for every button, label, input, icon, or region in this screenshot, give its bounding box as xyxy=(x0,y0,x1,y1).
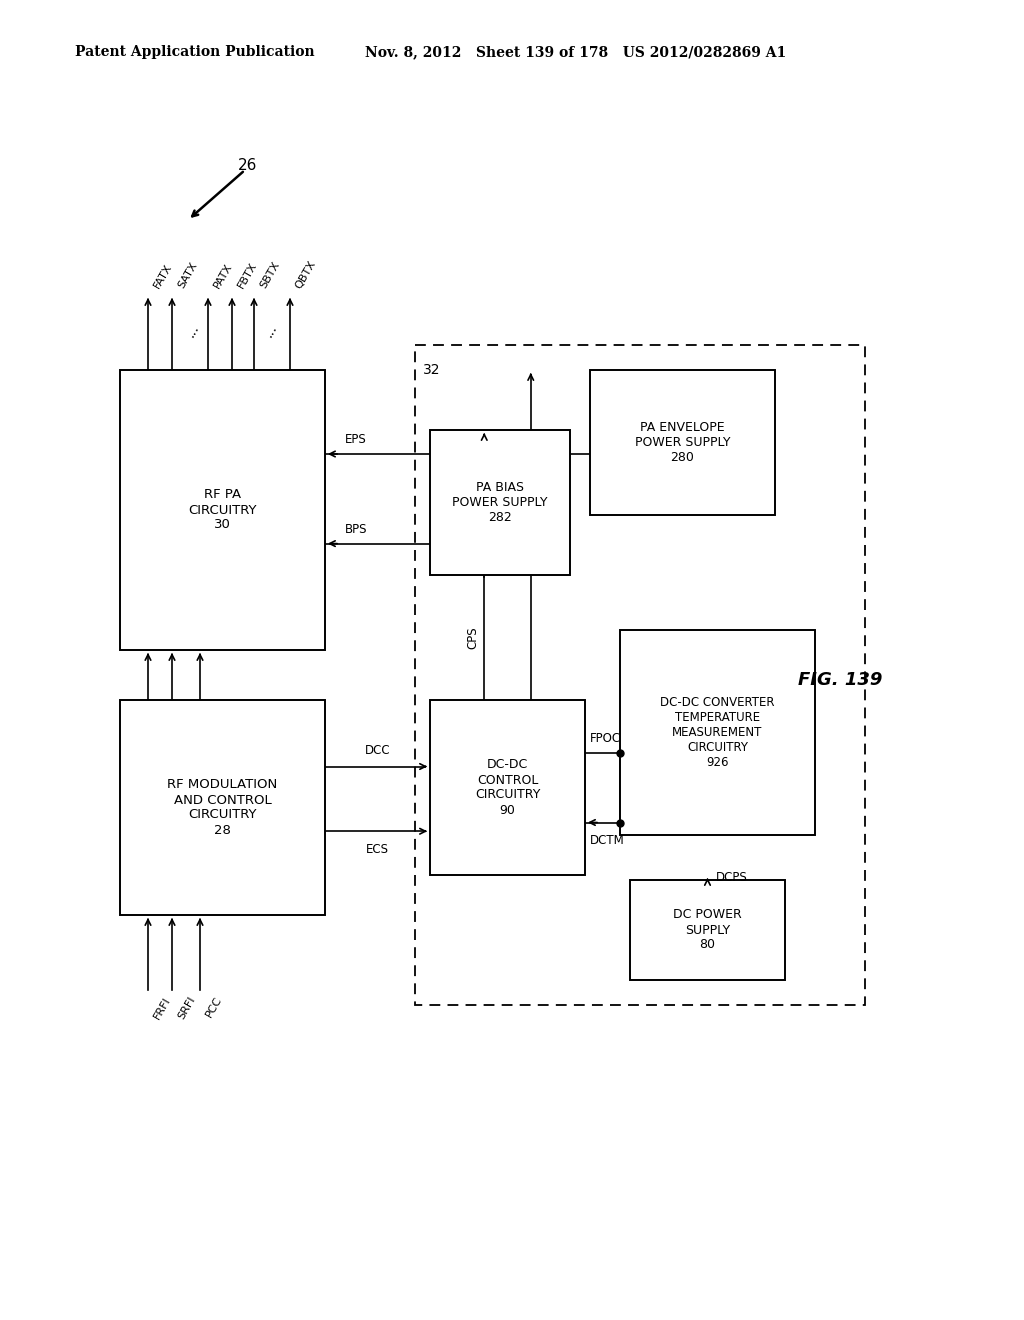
Bar xyxy=(590,370,775,515)
Text: FIG. 139: FIG. 139 xyxy=(798,671,883,689)
Text: RF PA
CIRCUITRY
30: RF PA CIRCUITRY 30 xyxy=(188,488,257,532)
Text: Patent Application Publication: Patent Application Publication xyxy=(75,45,314,59)
Text: QBTX: QBTX xyxy=(294,259,318,290)
Text: DC-DC CONVERTER
TEMPERATURE
MEASUREMENT
CIRCUITRY
926: DC-DC CONVERTER TEMPERATURE MEASUREMENT … xyxy=(660,696,775,770)
Text: CPS: CPS xyxy=(466,626,479,649)
Text: DC-DC
CONTROL
CIRCUITRY
90: DC-DC CONTROL CIRCUITRY 90 xyxy=(475,759,541,817)
Text: ...: ... xyxy=(261,321,280,339)
Text: PA ENVELOPE
POWER SUPPLY
280: PA ENVELOPE POWER SUPPLY 280 xyxy=(635,421,730,465)
Text: PCC: PCC xyxy=(204,995,224,1019)
Bar xyxy=(430,430,570,576)
Text: FBTX: FBTX xyxy=(236,260,259,290)
Text: BPS: BPS xyxy=(345,523,368,536)
Bar xyxy=(430,700,585,875)
Text: RF MODULATION
AND CONTROL
CIRCUITRY
28: RF MODULATION AND CONTROL CIRCUITRY 28 xyxy=(167,779,278,837)
Text: 26: 26 xyxy=(238,157,257,173)
Text: FATX: FATX xyxy=(152,263,174,290)
Text: DC POWER
SUPPLY
80: DC POWER SUPPLY 80 xyxy=(673,908,741,952)
Text: PATX: PATX xyxy=(212,261,234,290)
Text: FPOC: FPOC xyxy=(590,731,622,744)
Text: SBTX: SBTX xyxy=(258,260,282,290)
Text: Nov. 8, 2012   Sheet 139 of 178   US 2012/0282869 A1: Nov. 8, 2012 Sheet 139 of 178 US 2012/02… xyxy=(365,45,786,59)
Text: DCC: DCC xyxy=(365,743,390,756)
Bar xyxy=(620,630,815,836)
Text: 32: 32 xyxy=(423,363,440,378)
Bar xyxy=(630,880,785,979)
Text: DCTM: DCTM xyxy=(590,834,625,847)
Bar xyxy=(415,345,865,1005)
Text: PA BIAS
POWER SUPPLY
282: PA BIAS POWER SUPPLY 282 xyxy=(453,480,548,524)
Text: DCPS: DCPS xyxy=(716,871,748,884)
Text: FRFI: FRFI xyxy=(152,995,172,1020)
Text: SRFI: SRFI xyxy=(176,995,197,1022)
Text: ECS: ECS xyxy=(366,843,389,857)
Text: SATX: SATX xyxy=(176,260,199,290)
Text: ...: ... xyxy=(182,321,202,339)
Bar xyxy=(120,700,325,915)
Text: EPS: EPS xyxy=(345,433,367,446)
Bar xyxy=(120,370,325,649)
